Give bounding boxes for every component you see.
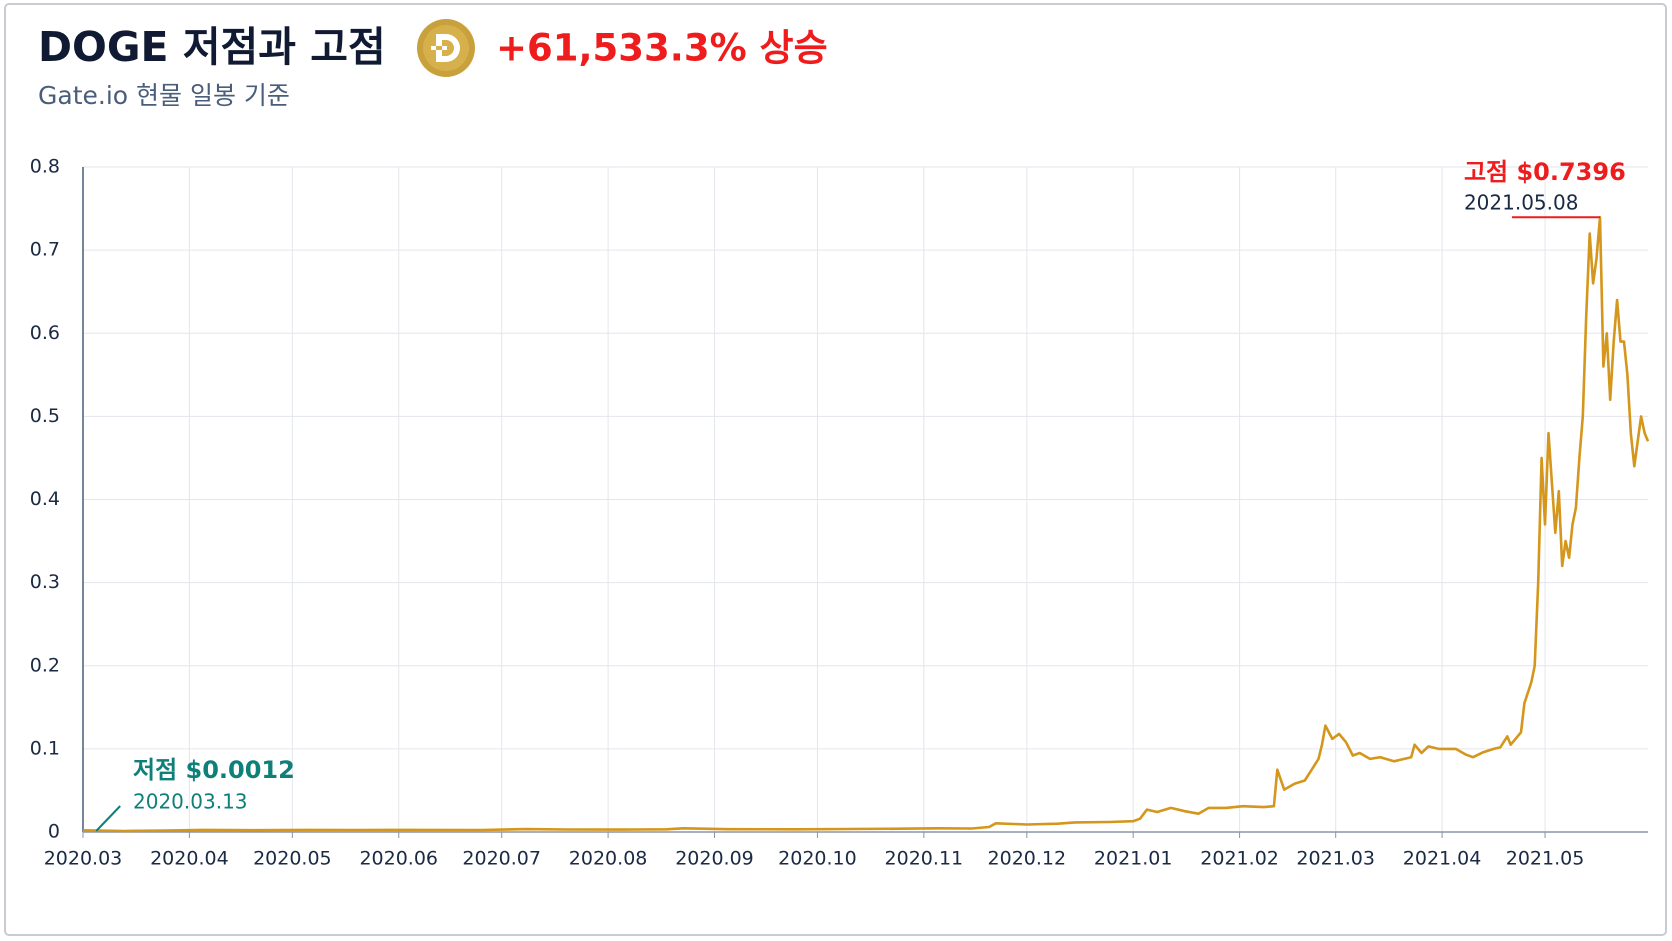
- high-label: 고점 $0.7396: [1464, 158, 1626, 186]
- x-tick-label: 2021.03: [1296, 848, 1375, 870]
- y-tick-label: 0: [48, 821, 60, 843]
- x-tick-label: 2020.06: [359, 848, 438, 870]
- x-tick-label: 2020.09: [675, 848, 754, 870]
- highlight: +61,533.3% 상승: [496, 27, 828, 70]
- x-tick-label: 2020.11: [885, 848, 964, 870]
- y-tick-label: 0.6: [30, 322, 60, 344]
- x-tick-label: 2020.04: [150, 848, 229, 870]
- x-tick-label: 2020.05: [253, 848, 332, 870]
- price-line: [82, 215, 1650, 833]
- x-tick-label: 2020.10: [778, 848, 857, 870]
- x-tick-label: 2020.07: [462, 848, 541, 870]
- y-tick-label: 0.4: [30, 488, 60, 510]
- y-tick-label: 0.2: [30, 654, 60, 676]
- x-tick-label: 2020.12: [988, 848, 1067, 870]
- subtitle: Gate.io 현물 일봉 기준: [38, 81, 290, 110]
- low-pointer: [95, 805, 121, 832]
- low-date: 2020.03.13: [133, 790, 248, 814]
- x-tick-label: 2021.02: [1200, 848, 1279, 870]
- x-tick-label: 2021.04: [1403, 848, 1482, 870]
- x-tick-label: 2021.05: [1506, 848, 1585, 870]
- x-tick-label: 2020.08: [569, 848, 648, 870]
- y-tick-label: 0.7: [30, 239, 60, 261]
- y-tick-label: 0.1: [30, 737, 60, 759]
- low-label: 저점 $0.0012: [133, 756, 295, 784]
- high-date: 2021.05.08: [1464, 191, 1579, 215]
- coin-icon: [417, 19, 475, 77]
- x-tick-label: 2021.01: [1094, 848, 1173, 870]
- y-tick-label: 0.3: [30, 571, 60, 593]
- y-tick-label: 0.5: [30, 405, 60, 427]
- y-tick-label: 0.8: [30, 156, 60, 178]
- chart-title: DOGE 저점과 고점: [38, 23, 386, 71]
- x-tick-label: 2020.03: [44, 848, 123, 870]
- frame: [4, 3, 1667, 936]
